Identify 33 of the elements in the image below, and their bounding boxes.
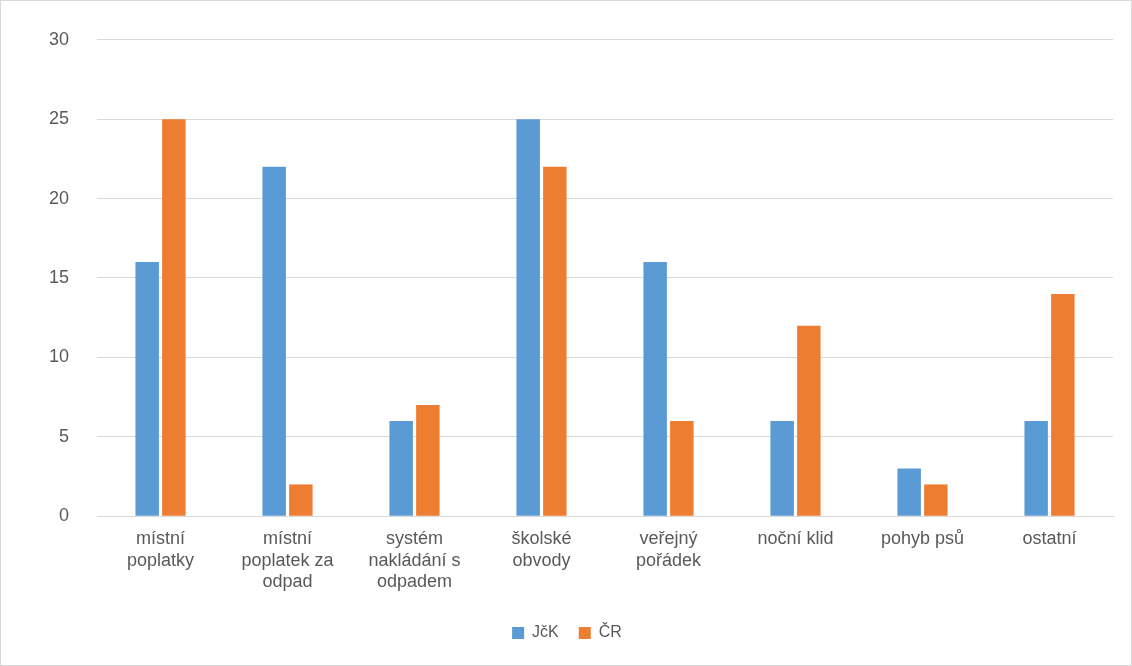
y-tick-label: 15 (48, 266, 70, 287)
legend-label: JčK (532, 623, 560, 641)
x-tick-label: místní poplatek za odpad (241, 527, 335, 592)
bar (670, 420, 694, 516)
y-tick-label: 5 (59, 425, 70, 446)
x-tick-label: veřejný pořádek (635, 527, 703, 570)
y-tick-label: 10 (48, 346, 70, 367)
bar (924, 484, 948, 516)
x-tick-label: systém nakládání s odpadem (368, 527, 461, 592)
x-tick-label: místní poplatky (127, 527, 195, 570)
bar (389, 420, 413, 516)
bar (897, 468, 921, 516)
bar (289, 484, 313, 516)
bar (543, 166, 567, 516)
x-tick-label: pohyb psů (880, 527, 965, 548)
bar (516, 119, 540, 516)
bar (1051, 293, 1075, 516)
bar (770, 420, 794, 516)
y-tick-label: 30 (48, 28, 70, 49)
x-tick-label: noční klid (757, 527, 834, 548)
bar (135, 262, 159, 516)
legend-label: ČR (598, 622, 622, 641)
bar (162, 119, 186, 516)
y-tick-label: 25 (48, 108, 70, 129)
bar (416, 405, 440, 516)
y-tick-label: 20 (48, 187, 70, 208)
bar (1024, 420, 1048, 516)
bar (643, 262, 667, 516)
x-tick-label: ostatní (1022, 527, 1077, 548)
y-tick-label: 0 (59, 505, 70, 526)
bar (797, 325, 821, 516)
bar (262, 166, 286, 516)
x-tick-label: školské obvody (511, 527, 572, 570)
